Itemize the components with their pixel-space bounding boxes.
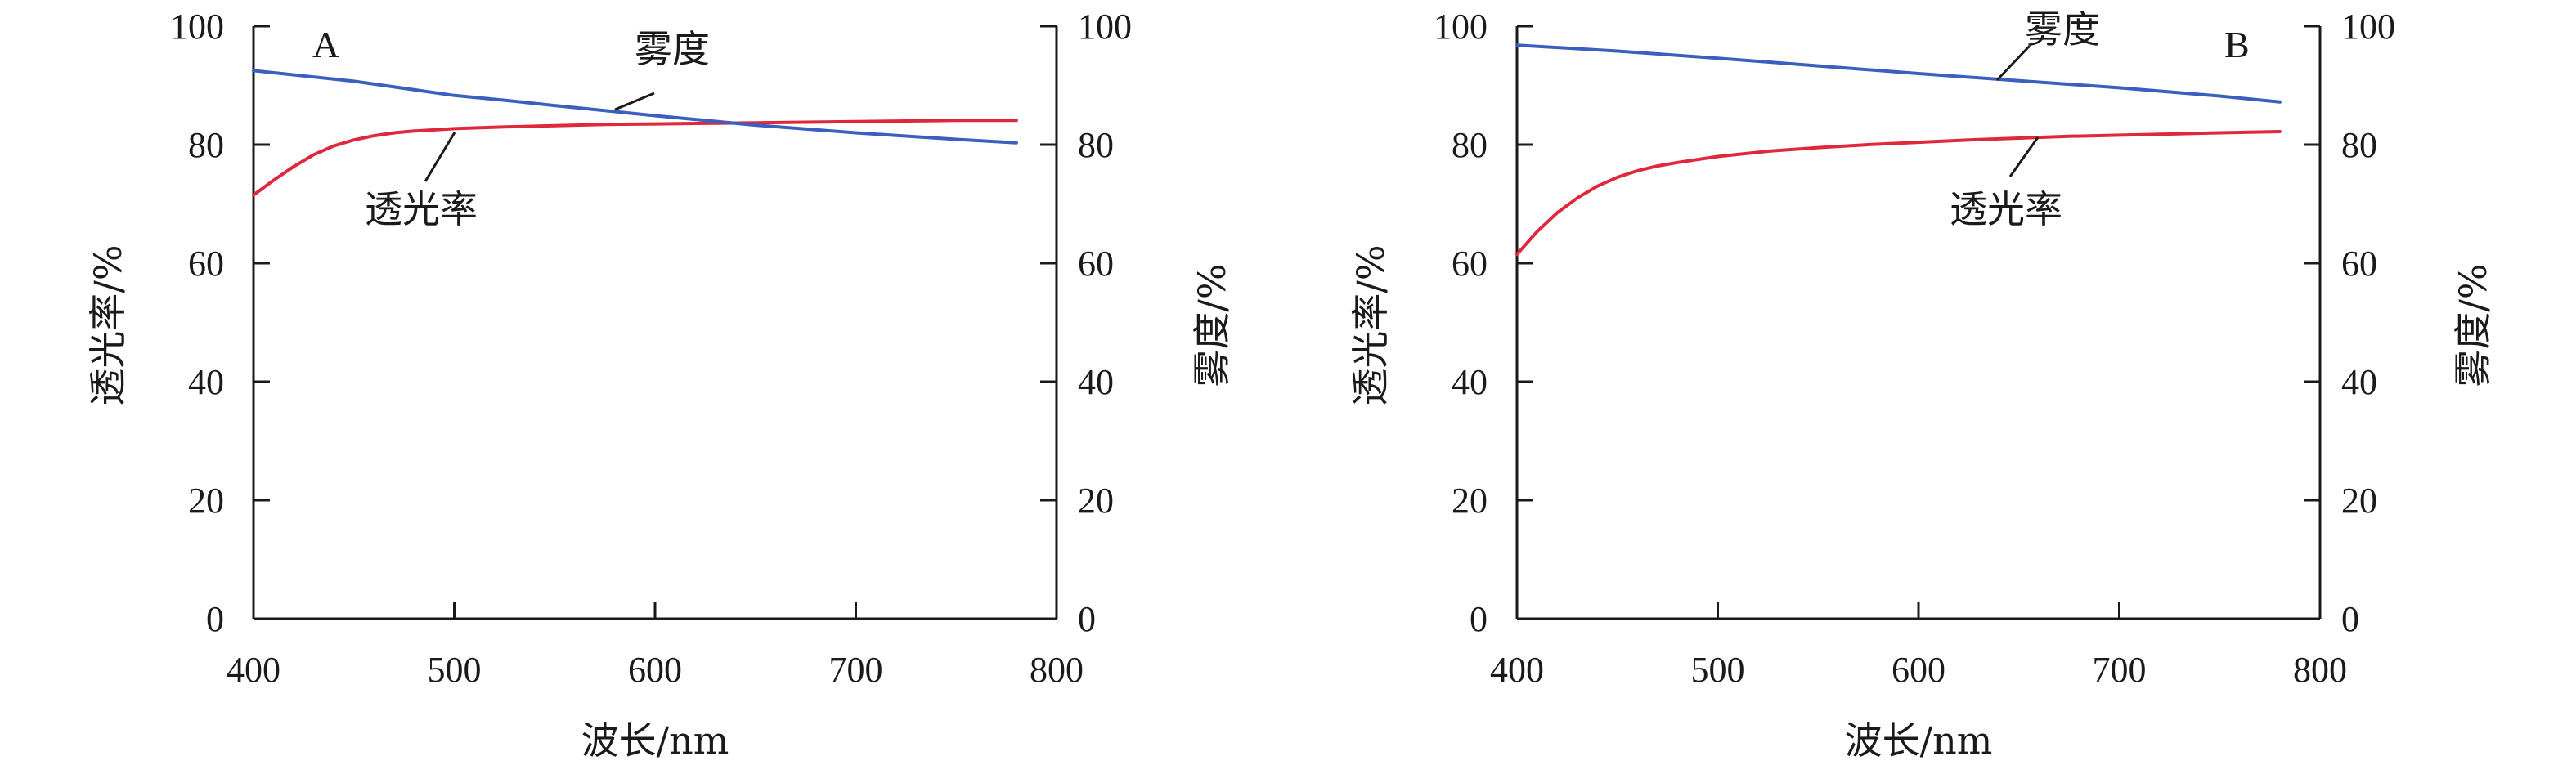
panel-a-x-tick-label: 800 [1030,650,1084,690]
panel-b-label: B [2224,24,2250,65]
panel-b-transmittance-annotation: 透光率 [1950,187,2062,231]
panel-a-x-tick-label: 500 [428,650,482,690]
panel-a-right-tick-label: 0 [1078,599,1096,639]
panel-b-x-tick-label: 600 [1892,650,1945,690]
panel-a-transmittance-leader [424,132,456,182]
panel-a-haze-leader [614,92,655,111]
panel-b-left-tick-label: 80 [1452,125,1488,165]
panel-b-right-tick-label: 60 [2341,244,2377,284]
panel-a-left-tick-label: 0 [206,599,224,639]
panel-a-series-transmittance-line [252,119,1018,197]
panel-b-left-tick-label: 20 [1452,481,1488,521]
panel-a-x-tick-label: 700 [829,650,883,690]
panel-b-right-tick-label: 40 [2341,362,2377,402]
panel-a-series-haze-line [252,69,1018,145]
panel-b-left-tick-label: 60 [1452,244,1488,284]
panel-a-x-tick-label: 400 [227,650,280,690]
panel-b-right-tick-label: 0 [2341,599,2359,639]
panel-a-left-tick-label: 40 [188,362,224,402]
panel-a-left-tick-label: 100 [170,7,224,47]
panel-a-right-tick-label: 40 [1078,362,1114,402]
panel-a-label: A [312,24,339,65]
panel-a-right-tick-label: 60 [1078,244,1114,284]
panel-a-right-tick-label: 20 [1078,481,1114,521]
panel-b-left-tick-label: 100 [1434,7,1488,47]
panel-a-haze-annotation: 雾度 [635,27,710,71]
panel-b-haze-leader [1995,44,2031,82]
panel-a: 0 20 40 60 80 100 0 20 40 60 80 100 400 … [86,7,1234,763]
panel-a-left-tick-label: 60 [188,244,224,284]
panel-b-right-axis-title: 雾度/% [2451,263,2495,387]
panel-b-right-tick-label: 20 [2341,481,2377,521]
panel-b-x-tick-label: 500 [1691,650,1745,690]
panel-b-series-haze-line [1515,43,2282,104]
panel-a-right-tick-label: 100 [1078,7,1132,47]
panel-b-left-axis-title: 透光率/% [1349,244,1393,405]
panel-a-x-axis-title: 波长/nm [581,718,729,763]
panel-b-series-transmittance-line [1515,130,2282,257]
panel-b-x-tick-label: 700 [2093,650,2147,690]
panel-b-right-tick-label: 100 [2341,7,2395,47]
panel-a-right-tick-label: 80 [1078,125,1114,165]
panel-b-transmittance-leader [2008,136,2040,177]
panel-a-left-axis-title: 透光率/% [86,244,130,405]
panel-b-left-tick-label: 0 [1470,599,1488,639]
panel-a-left-tick-label: 80 [188,125,224,165]
panel-b-haze-annotation: 雾度 [2025,7,2100,51]
panel-b: 0 20 40 60 80 100 0 20 40 60 80 100 400 … [1349,7,2495,763]
panel-b-left-tick-label: 40 [1452,362,1488,402]
panel-a-left-tick-label: 20 [188,481,224,521]
panel-a-transmittance-annotation: 透光率 [365,187,478,231]
panel-b-x-axis-title: 波长/nm [1845,718,1993,763]
panel-b-x-tick-label: 400 [1490,650,1544,690]
panel-a-x-tick-label: 600 [628,650,682,690]
panel-b-x-tick-label: 800 [2293,650,2347,690]
panel-b-right-tick-label: 80 [2341,125,2377,165]
panel-a-right-axis-title: 雾度/% [1190,263,1234,387]
